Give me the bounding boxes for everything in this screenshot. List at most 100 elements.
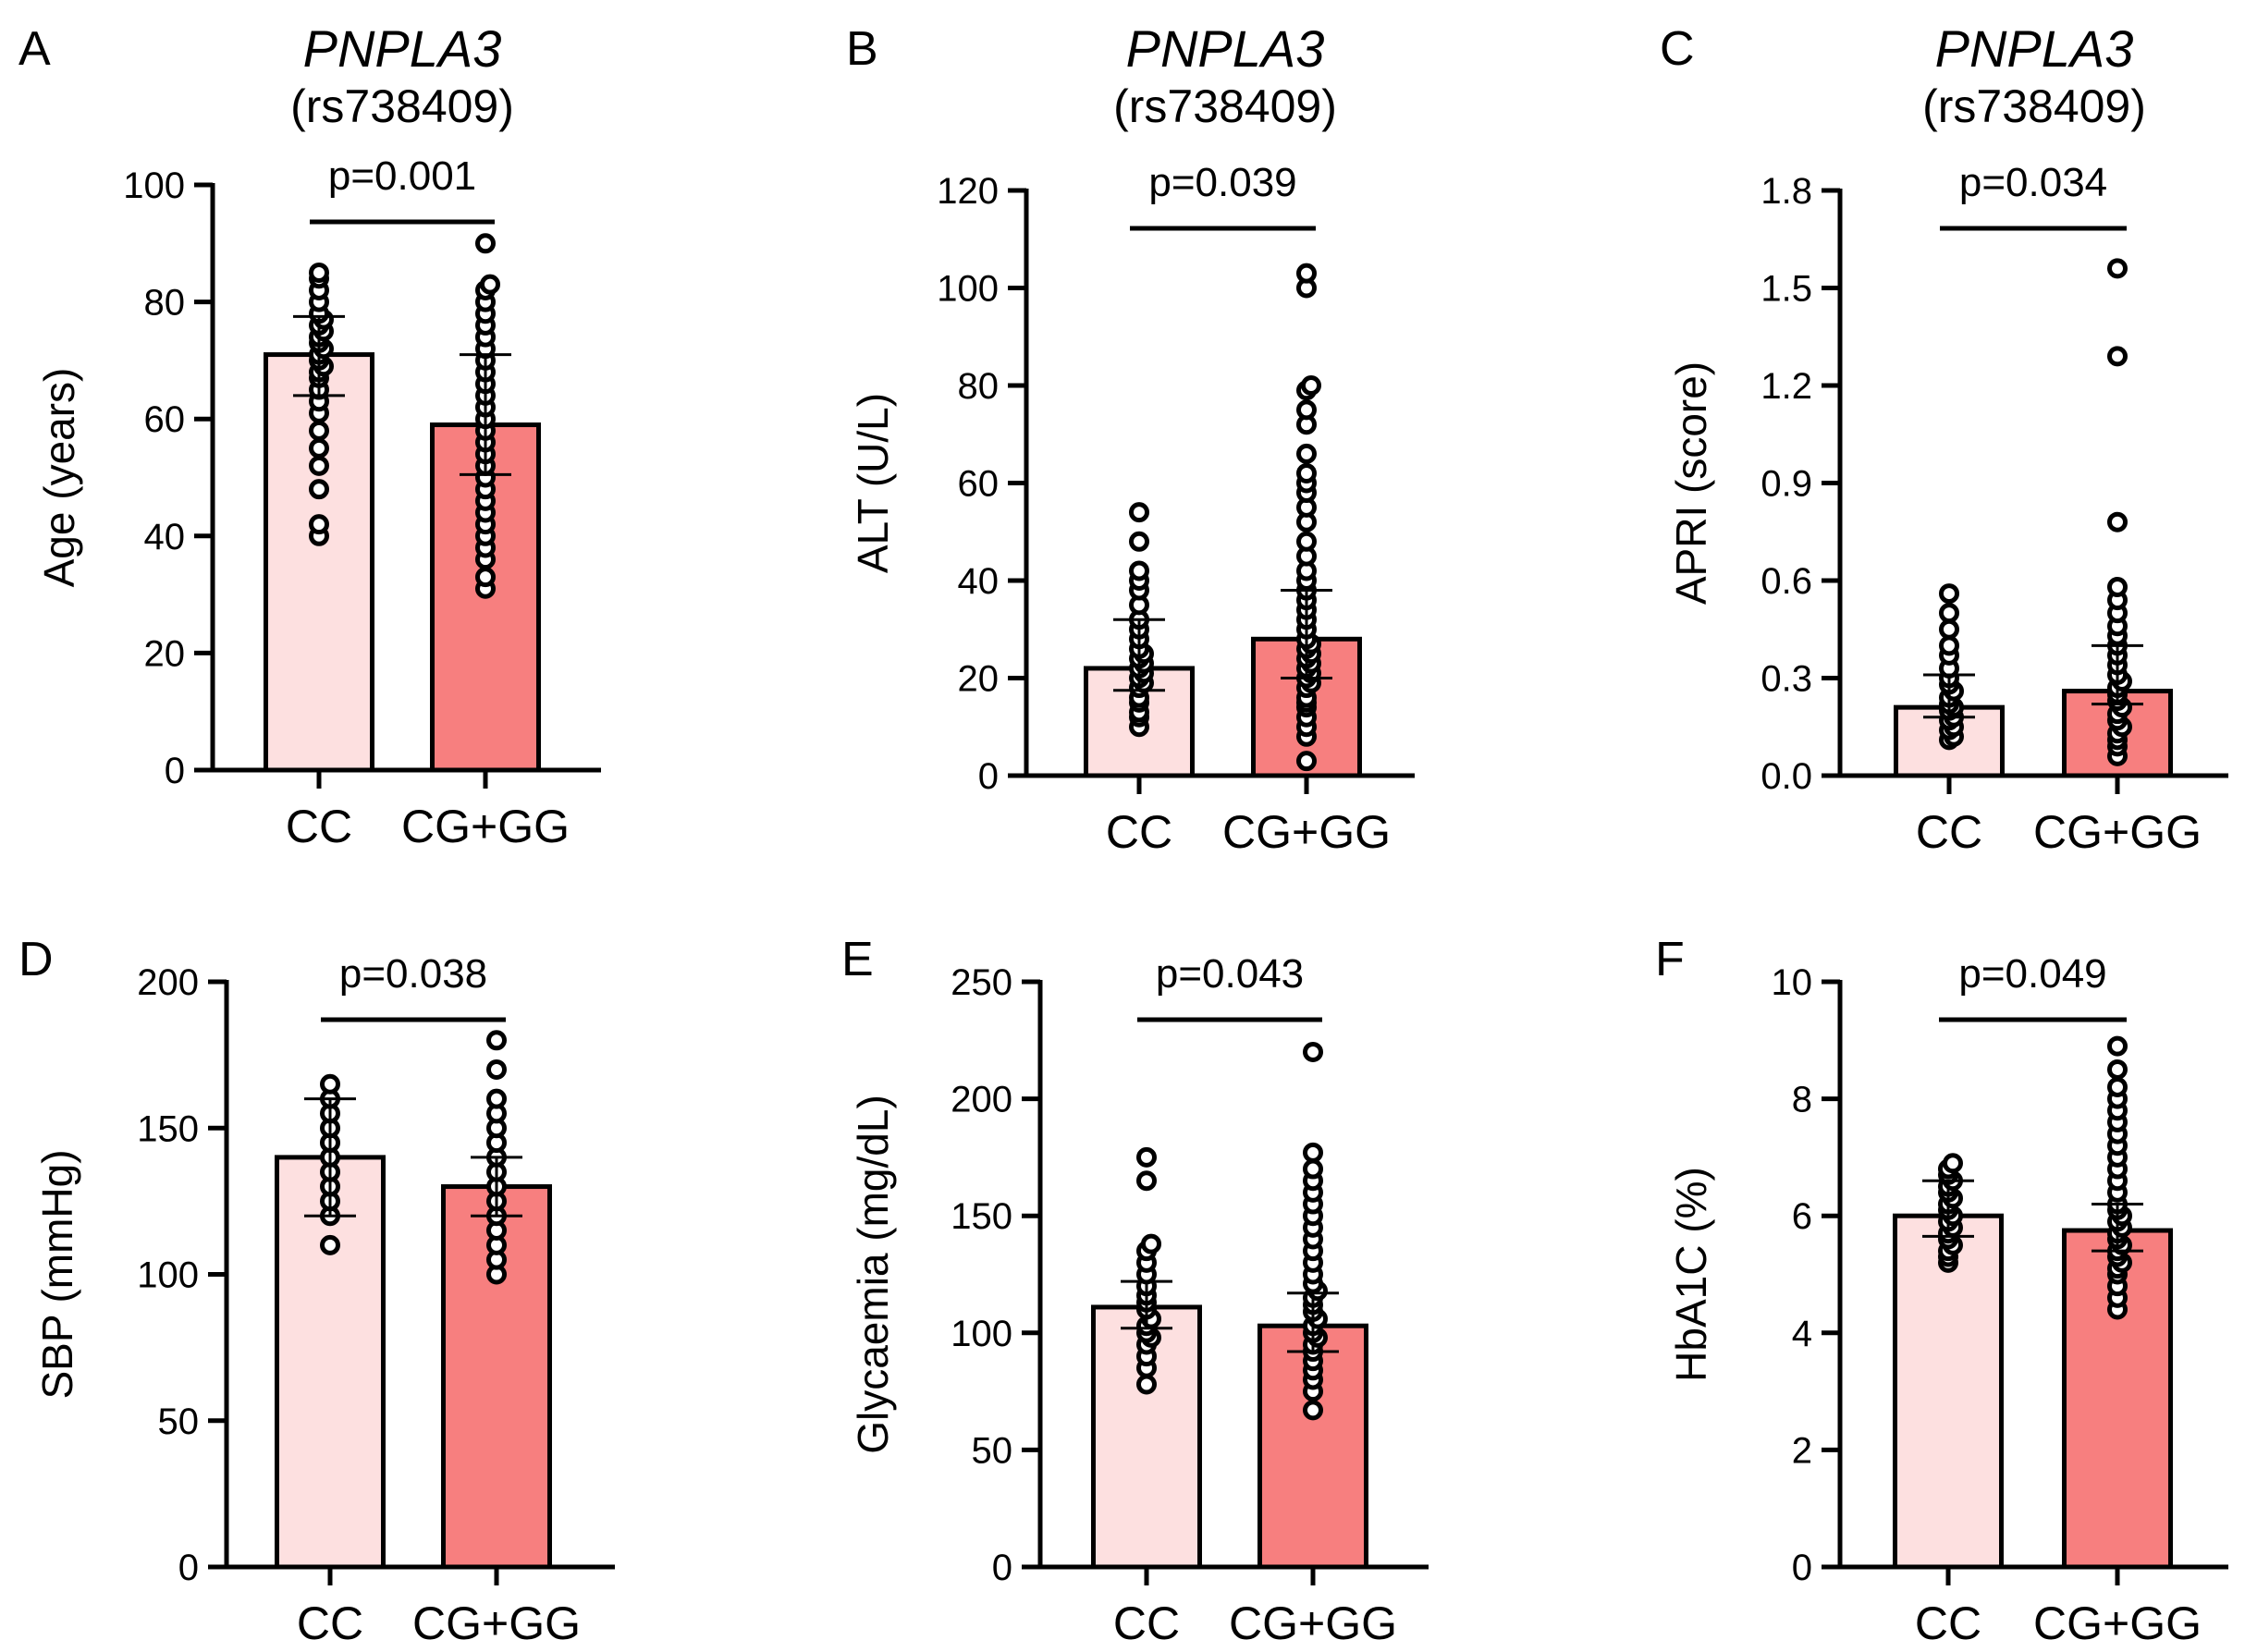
data-point <box>2107 1059 2128 1080</box>
data-point <box>2107 577 2128 598</box>
data-point <box>486 1030 507 1051</box>
data-point <box>1303 1158 1323 1180</box>
x-tick-label: CG+GG <box>2033 1597 2202 1649</box>
x-tick-label: CG+GG <box>412 1597 581 1649</box>
y-axis-title: Glycaemia (mg/dL) <box>849 1095 897 1454</box>
y-tick-label: 150 <box>951 1196 1012 1237</box>
data-point <box>475 567 496 588</box>
y-tick-label: 0 <box>992 1548 1012 1588</box>
x-tick-label: CG+GG <box>1229 1597 1397 1649</box>
y-tick-label: 0 <box>1792 1548 1812 1588</box>
panel-subtitle: (rs738409) <box>1113 80 1337 132</box>
y-tick-label: 0.9 <box>1760 464 1812 505</box>
data-point <box>1303 1400 1323 1421</box>
y-tick-label: 0.6 <box>1760 561 1812 602</box>
data-point <box>1939 603 1959 624</box>
y-tick-label: 200 <box>137 962 199 1003</box>
x-tick-label: CG+GG <box>1222 806 1391 858</box>
y-tick-label: 0.3 <box>1760 659 1812 700</box>
panel-d: D 0 50 100 150 200 CC CG+GG SBP (mmHg) p=0.038 <box>18 933 615 1649</box>
panel-subtitle: (rs738409) <box>1922 80 2146 132</box>
data-point <box>2107 346 2128 367</box>
y-tick-label: 1.5 <box>1760 269 1812 310</box>
panel-letter: B <box>846 22 878 76</box>
data-point <box>1939 618 1959 640</box>
y-tick-label: 100 <box>123 165 185 206</box>
p-value-label: p=0.039 <box>1148 160 1296 205</box>
data-point <box>1296 443 1317 464</box>
y-tick-label: 20 <box>958 659 1000 700</box>
y-tick-label: 20 <box>144 633 186 674</box>
panel-title: PNPLA3 <box>1126 19 1325 78</box>
y-tick-label: 200 <box>951 1080 1012 1120</box>
p-value-label: p=0.034 <box>1959 160 2107 205</box>
p-value-label: p=0.001 <box>328 153 476 199</box>
y-tick-label: 100 <box>137 1255 199 1296</box>
y-axis-title: SBP (mmHg) <box>33 1149 81 1399</box>
data-point <box>1296 462 1317 483</box>
y-tick-label: 0 <box>165 751 185 791</box>
y-tick-label: 120 <box>937 171 999 212</box>
data-point <box>1939 635 1959 656</box>
panel-title: PNPLA3 <box>303 19 502 78</box>
y-tick-label: 40 <box>958 561 1000 602</box>
data-point <box>320 1234 340 1255</box>
data-point <box>1136 1170 1157 1192</box>
data-point <box>309 455 329 476</box>
data-point <box>1303 1041 1323 1062</box>
p-value-label: p=0.038 <box>339 951 487 997</box>
data-point <box>1943 1153 1963 1174</box>
data-point <box>1136 1146 1157 1168</box>
x-tick-label: CC <box>1106 806 1172 858</box>
data-point <box>1296 263 1317 284</box>
data-point <box>1129 502 1149 523</box>
data-point <box>1129 531 1149 552</box>
y-tick-label: 1.8 <box>1760 171 1812 212</box>
y-tick-label: 1.2 <box>1760 366 1812 407</box>
data-point <box>1129 560 1149 581</box>
panel-letter: F <box>1655 933 1685 986</box>
panel-f: F 0 2 4 6 8 10 CC CG+GG HbA1C (%) p=0.049 <box>1655 933 2228 1649</box>
y-tick-label: 100 <box>951 1314 1012 1354</box>
data-point <box>1136 1374 1157 1395</box>
y-tick-label: 6 <box>1792 1196 1812 1237</box>
data-point <box>309 262 329 283</box>
panel-letter: D <box>18 933 54 986</box>
panel-letter: A <box>18 22 51 76</box>
x-tick-label: CC <box>1916 806 1982 858</box>
y-tick-label: 80 <box>144 283 186 324</box>
y-tick-label: 50 <box>158 1401 200 1442</box>
data-point <box>1296 751 1317 772</box>
data-point <box>486 1088 507 1109</box>
y-tick-label: 8 <box>1792 1080 1812 1120</box>
data-point <box>320 1073 340 1095</box>
y-tick-label: 0.0 <box>1760 756 1812 797</box>
x-tick-label: CG+GG <box>2033 806 2202 858</box>
data-point <box>475 233 496 254</box>
x-tick-label: CC <box>1113 1597 1180 1649</box>
y-tick-label: 60 <box>958 464 1000 505</box>
y-tick-label: 100 <box>937 269 999 310</box>
data-point <box>480 274 500 295</box>
data-point <box>1939 583 1959 605</box>
y-axis-title: HbA1C (%) <box>1667 1167 1715 1382</box>
data-point <box>2107 258 2128 279</box>
x-tick-label: CC <box>286 801 352 852</box>
data-point <box>1303 1142 1323 1163</box>
y-tick-label: 60 <box>144 399 186 440</box>
data-point <box>309 514 329 535</box>
panel-b: B PNPLA3(rs738409) 0 20 40 60 80 100 120 CC CG+GG A… <box>846 19 1415 858</box>
y-axis-title: Age (years) <box>35 368 83 588</box>
y-tick-label: 0 <box>978 756 999 797</box>
y-tick-label: 4 <box>1792 1314 1812 1354</box>
data-point <box>2107 1035 2128 1057</box>
y-tick-label: 50 <box>972 1430 1013 1471</box>
y-tick-label: 0 <box>178 1548 199 1588</box>
data-point <box>309 437 329 459</box>
panel-a: A PNPLA3(rs738409) 0 20 40 60 80 100 CC CG+GG Age … <box>18 19 601 852</box>
data-point <box>1296 531 1317 552</box>
y-tick-label: 80 <box>958 366 1000 407</box>
data-point <box>1301 375 1321 396</box>
y-tick-label: 150 <box>137 1108 199 1149</box>
